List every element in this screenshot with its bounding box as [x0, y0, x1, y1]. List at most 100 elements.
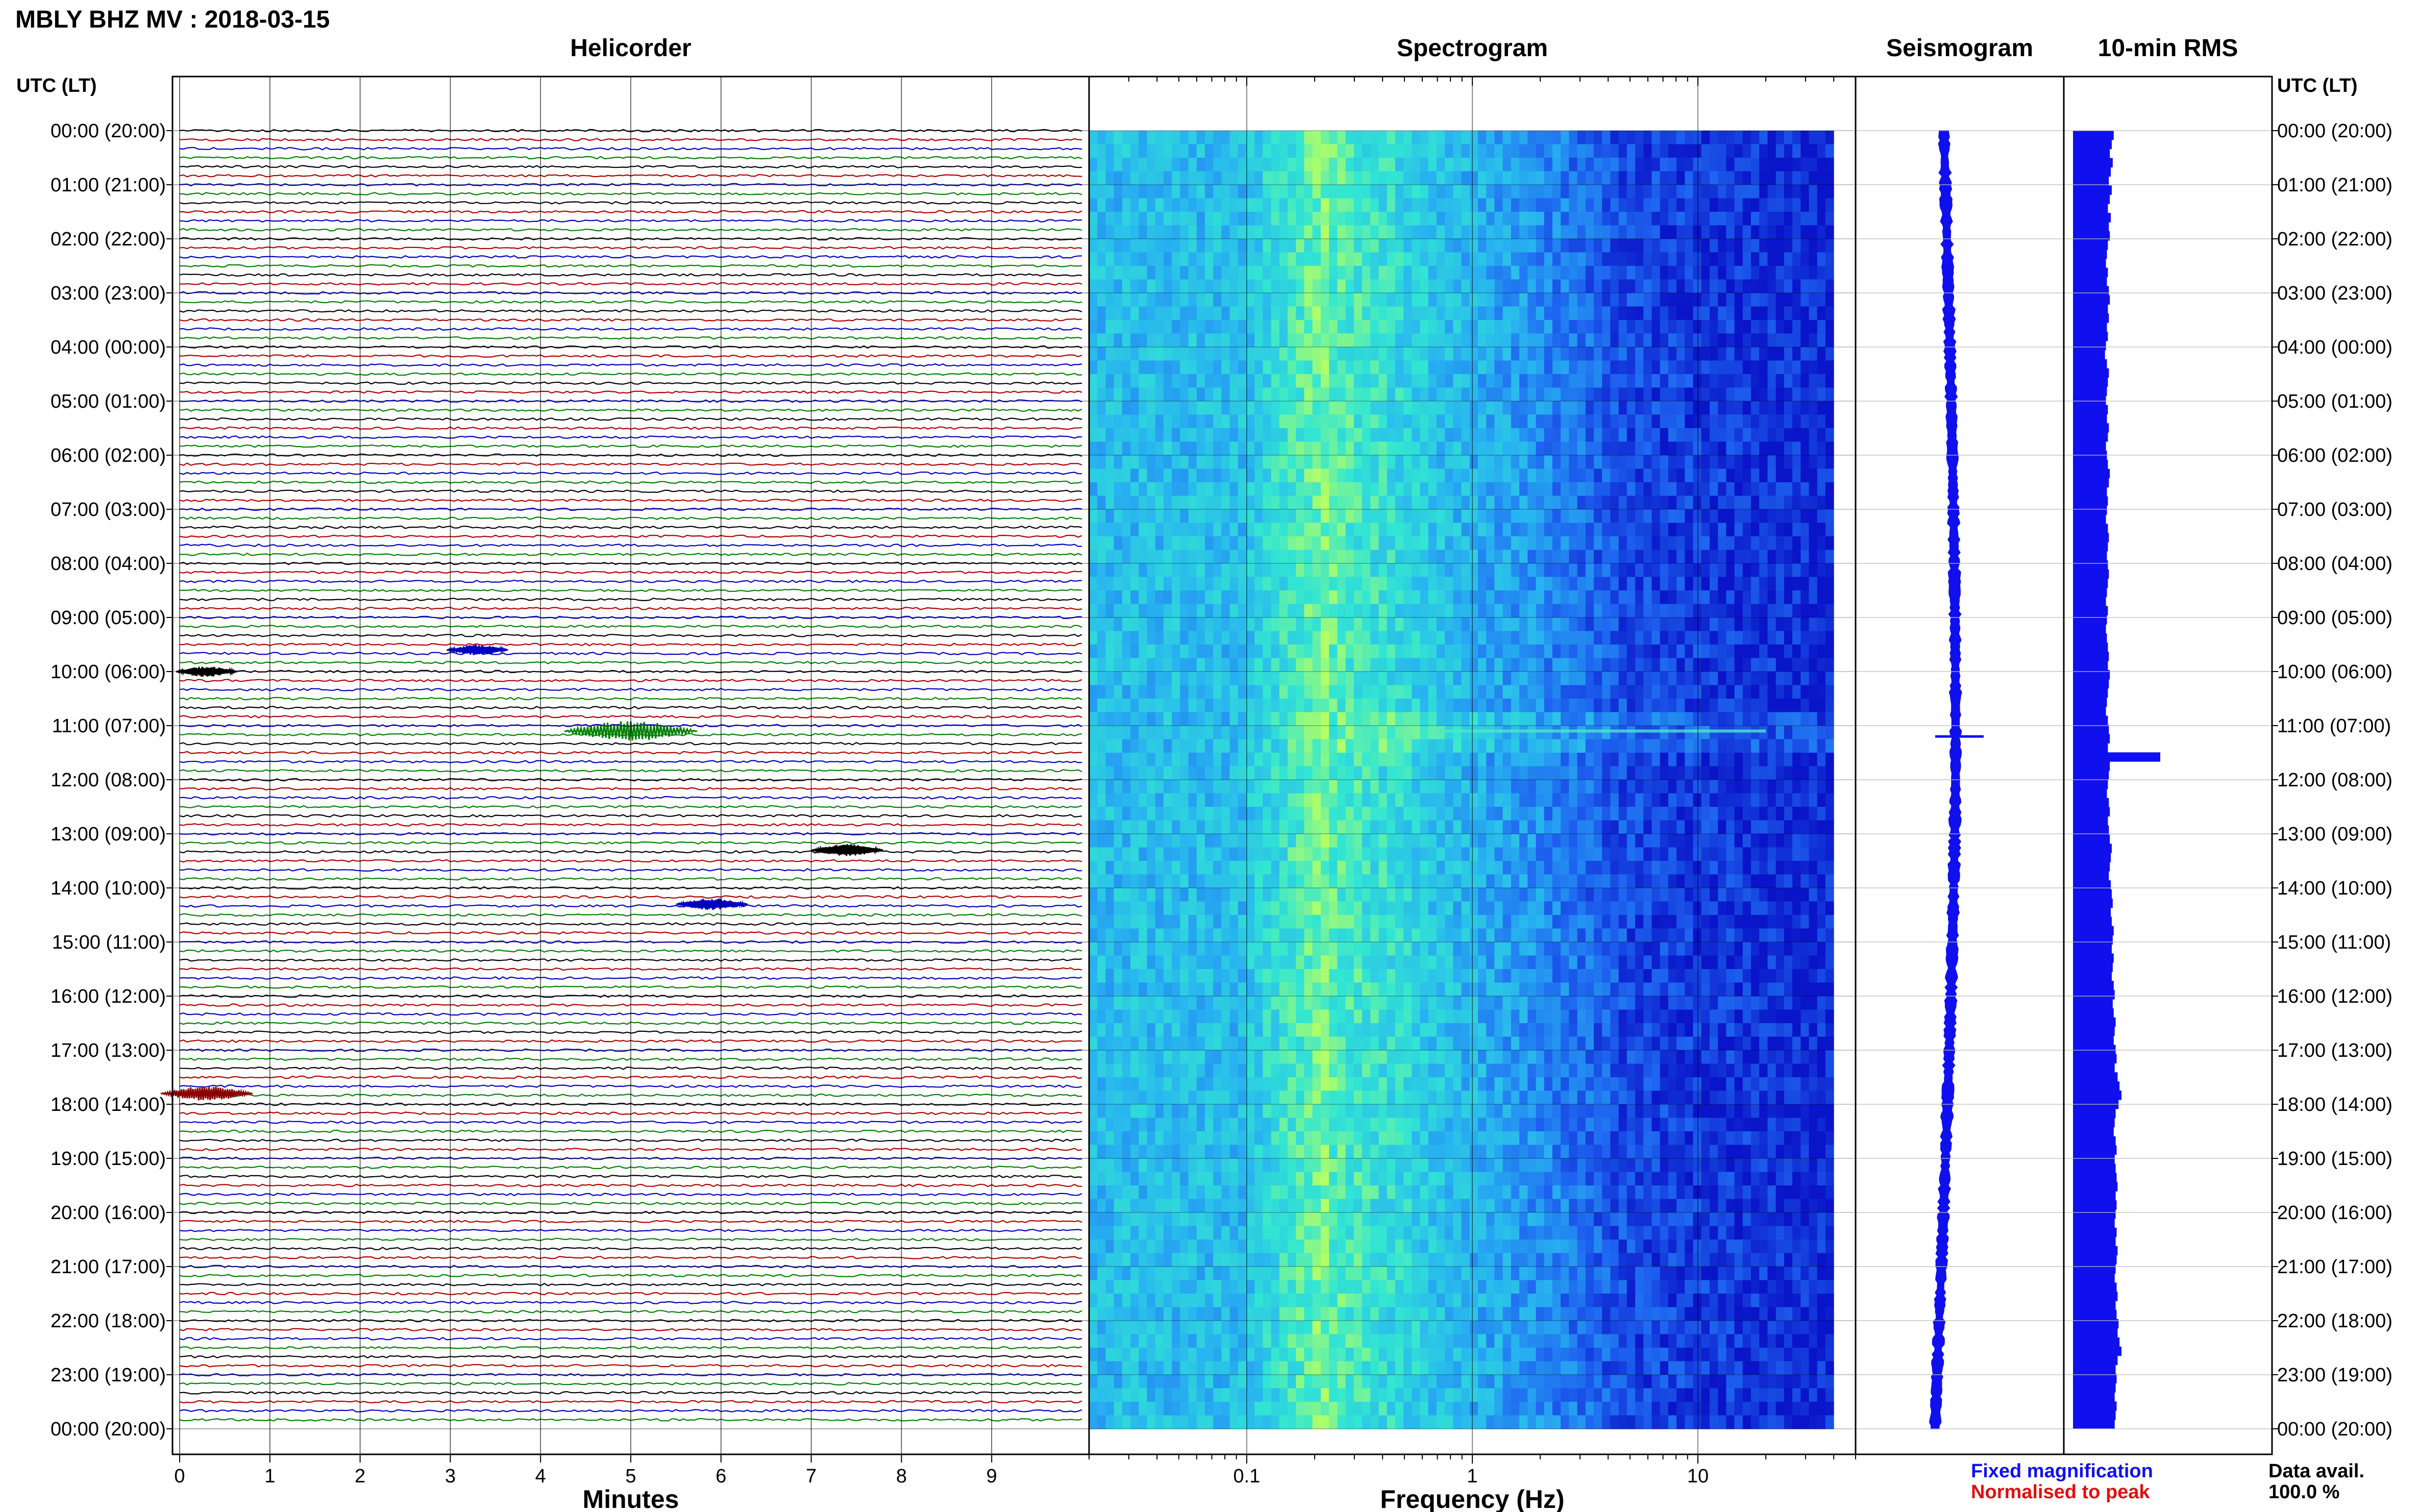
spectrogram-cell	[1172, 604, 1180, 618]
spectrogram-cell	[1569, 766, 1578, 780]
spectrogram-cell	[1751, 617, 1760, 632]
spectrogram-cell	[1561, 563, 1569, 578]
spectrogram-cell	[1387, 672, 1396, 686]
spectrogram-cell	[1585, 387, 1594, 402]
spectrogram-cell	[1246, 807, 1255, 821]
spectrogram-cell	[1809, 712, 1818, 726]
spectrogram-cell	[1461, 780, 1470, 794]
spectrogram-cell	[1536, 428, 1545, 442]
spectrogram-cell	[1626, 401, 1636, 415]
spectrogram-cell	[1800, 631, 1810, 645]
spectrogram-cell	[1536, 590, 1545, 605]
spectrogram-cell	[1089, 252, 1098, 266]
spectrogram-cell	[1147, 766, 1156, 780]
spectrogram-cell	[1775, 239, 1785, 253]
spectrogram-cell	[1329, 536, 1338, 551]
spectrogram-cell	[1626, 131, 1636, 145]
spectrogram-cell	[1387, 387, 1396, 402]
spectrogram-cell	[1502, 672, 1512, 686]
spectrogram-cell	[1577, 374, 1586, 388]
spectrogram-cell	[1337, 266, 1346, 280]
spectrogram-cell	[1387, 874, 1396, 888]
spectrogram-cell	[1105, 536, 1115, 551]
spectrogram-cell	[1445, 468, 1453, 483]
spectrogram-cell	[1089, 617, 1098, 632]
spectrogram-cell	[1561, 780, 1569, 794]
spectrogram-cell	[1196, 347, 1205, 361]
spectrogram-cell	[1395, 523, 1404, 537]
spectrogram-cell	[1114, 212, 1123, 226]
spectrogram-cell	[1585, 414, 1594, 429]
spectrogram-cell	[1809, 617, 1818, 632]
spectrogram-cell	[1378, 658, 1388, 672]
spectrogram-cell	[1147, 739, 1156, 753]
spectrogram-cell	[1726, 509, 1735, 524]
spectrogram-cell	[1817, 631, 1826, 645]
spectrogram-cell	[1800, 699, 1810, 713]
spectrogram-cell	[1635, 387, 1644, 402]
spectrogram-cell	[1163, 293, 1172, 307]
spectrogram-cell	[1561, 847, 1569, 861]
spectrogram-cell	[1312, 360, 1321, 375]
spectrogram-cell	[1130, 834, 1139, 848]
spectrogram-cell	[1147, 563, 1156, 578]
spectrogram-cell	[1337, 225, 1346, 239]
spectrogram-cell	[1792, 144, 1801, 158]
spectrogram-cell	[1097, 401, 1106, 415]
spectrogram-cell	[1461, 158, 1470, 172]
spectrogram-cell	[1775, 347, 1785, 361]
spectrogram-cell	[1436, 645, 1445, 659]
spectrogram-cell	[1089, 320, 1098, 334]
spectrogram-cell	[1246, 320, 1255, 334]
spectrogram-cell	[1618, 847, 1627, 861]
spectrogram-cell	[1428, 360, 1437, 375]
spectrogram-cell	[1701, 847, 1710, 861]
spectrogram-cell	[1345, 414, 1354, 429]
spectrogram-cell	[1122, 131, 1131, 145]
spectrogram-cell	[1643, 685, 1652, 699]
spectrogram-cell	[1172, 387, 1180, 402]
spectrogram-cell	[1172, 279, 1180, 293]
spectrogram-cell	[1271, 550, 1280, 564]
spectrogram-cell	[1114, 495, 1123, 510]
spectrogram-cell	[1610, 401, 1619, 415]
spectrogram-cell	[1428, 577, 1437, 591]
spectrogram-cell	[1527, 387, 1537, 402]
spectrogram-cell	[1213, 847, 1222, 861]
spectrogram-cell	[1726, 171, 1735, 185]
spectrogram-cell	[1561, 158, 1569, 172]
spectrogram-cell	[1577, 509, 1586, 524]
spectrogram-cell	[1114, 834, 1123, 848]
spectrogram-cell	[1436, 171, 1445, 185]
spectrogram-cell	[1511, 577, 1520, 591]
spectrogram-cell	[1494, 320, 1503, 334]
spectrogram-cell	[1213, 185, 1222, 199]
spectrogram-cell	[1561, 414, 1569, 429]
spectrogram-cell	[1188, 726, 1197, 740]
spectrogram-cell	[1701, 604, 1710, 618]
spectrogram-cell	[1337, 306, 1346, 320]
spectrogram-cell	[1635, 360, 1644, 375]
spectrogram-cell	[1511, 672, 1520, 686]
spectrogram-cell	[1775, 306, 1785, 320]
spectrogram-cell	[1395, 171, 1404, 185]
spectrogram-cell	[1238, 645, 1247, 659]
spectrogram-cell	[1312, 306, 1321, 320]
spectrogram-cell	[1552, 577, 1561, 591]
spectrogram-cell	[1594, 414, 1602, 429]
spectrogram-cell	[1412, 847, 1421, 861]
spectrogram-cell	[1345, 279, 1354, 293]
spectrogram-cell	[1618, 590, 1627, 605]
spectrogram-cell	[1163, 387, 1172, 402]
spectrogram-cell	[1453, 699, 1462, 713]
spectrogram-cell	[1792, 631, 1801, 645]
spectrogram-cell	[1792, 577, 1801, 591]
spectrogram-cell	[1105, 131, 1115, 145]
spectrogram-cell	[1809, 523, 1818, 537]
spectrogram-cell	[1412, 158, 1421, 172]
spectrogram-cell	[1196, 793, 1205, 807]
spectrogram-cell	[1105, 279, 1115, 293]
spectrogram-cell	[1353, 360, 1363, 375]
spectrogram-cell	[1370, 185, 1379, 199]
spectrogram-cell	[1519, 266, 1528, 280]
